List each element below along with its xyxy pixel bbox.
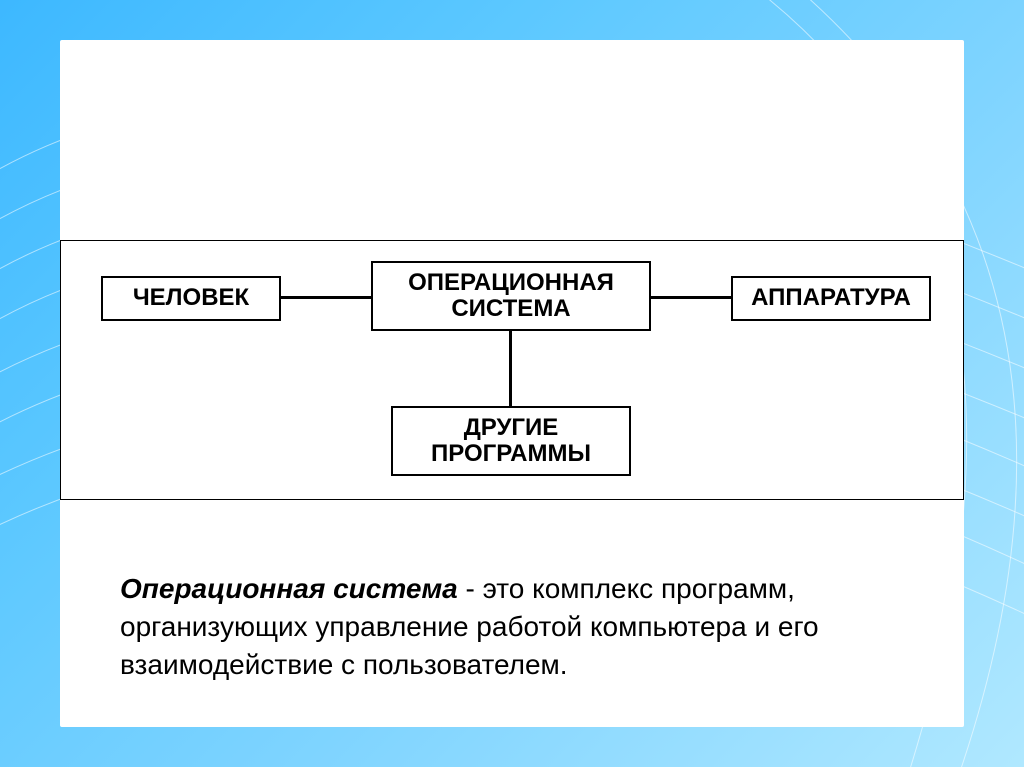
node-human: ЧЕЛОВЕК: [101, 276, 281, 321]
edge-human-os: [281, 296, 371, 299]
node-label: ЧЕЛОВЕК: [133, 285, 249, 311]
node-label: ОПЕРАЦИОННАЯ СИСТЕМА: [408, 270, 614, 323]
node-os: ОПЕРАЦИОННАЯ СИСТЕМА: [371, 261, 651, 331]
caption: Операционная система - это комплекс прог…: [120, 570, 904, 683]
node-label: АППАРАТУРА: [751, 285, 911, 311]
diagram: ЧЕЛОВЕК ОПЕРАЦИОННАЯ СИСТЕМА АППАРАТУРА …: [60, 240, 964, 500]
content-panel: ЧЕЛОВЕК ОПЕРАЦИОННАЯ СИСТЕМА АППАРАТУРА …: [60, 40, 964, 727]
node-programs: ДРУГИЕ ПРОГРАММЫ: [391, 406, 631, 476]
edge-os-hardware: [651, 296, 731, 299]
slide: ЧЕЛОВЕК ОПЕРАЦИОННАЯ СИСТЕМА АППАРАТУРА …: [0, 0, 1024, 767]
edge-os-programs: [509, 331, 512, 406]
node-label: ДРУГИЕ ПРОГРАММЫ: [431, 415, 591, 468]
node-hardware: АППАРАТУРА: [731, 276, 931, 321]
caption-term: Операционная система: [120, 573, 458, 604]
